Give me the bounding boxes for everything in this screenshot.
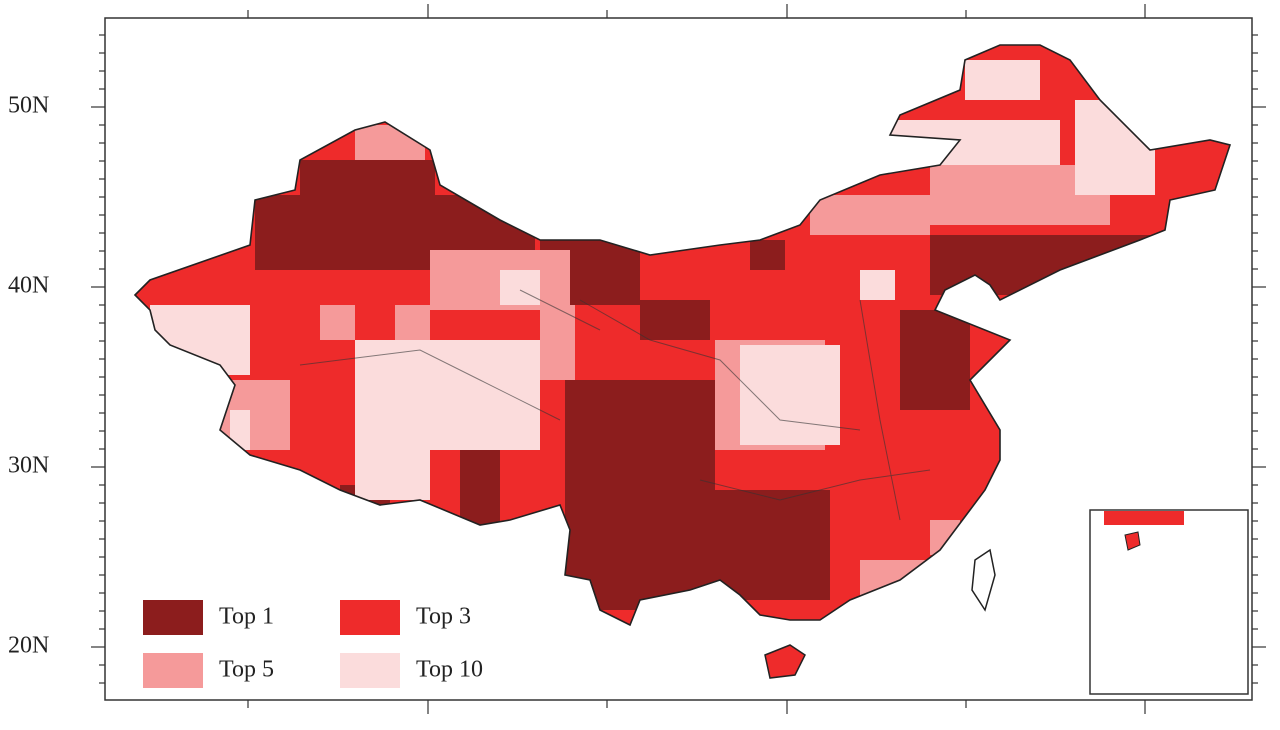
hainan (764, 644, 806, 679)
ticks (91, 4, 1266, 714)
island (971, 548, 996, 612)
cell (750, 240, 785, 270)
cell (430, 340, 540, 450)
legend: Top 1 Top 3 Top 5 Top 10 (143, 600, 483, 688)
island (764, 644, 806, 679)
legend-label: Top 1 (219, 604, 274, 630)
cell (930, 520, 960, 555)
cell (355, 340, 430, 500)
cell (930, 235, 1160, 295)
inset (1104, 511, 1184, 551)
lat-label: 40N (8, 273, 49, 299)
legend-label: Top 3 (416, 604, 471, 630)
legend-swatch (143, 600, 203, 635)
legend-swatch (143, 653, 203, 688)
lat-labels: 50N 40N 30N 20N (8, 93, 49, 659)
lat-label: 30N (8, 453, 49, 479)
cell (965, 60, 1040, 100)
cell (355, 125, 425, 160)
cell (890, 120, 1060, 165)
cell (900, 310, 970, 410)
legend-swatch (340, 600, 400, 635)
grid-cells (135, 45, 1230, 625)
cell (640, 300, 710, 340)
cell (860, 270, 895, 300)
lat-label: 20N (8, 633, 49, 659)
legend-swatch (340, 653, 400, 688)
cell (860, 560, 950, 600)
cell (680, 490, 830, 600)
legend-label: Top 5 (219, 657, 274, 683)
cell (810, 195, 930, 235)
island (1124, 531, 1141, 551)
cell (540, 305, 575, 380)
cell (1104, 511, 1184, 525)
cell (320, 305, 355, 340)
cell (460, 450, 500, 530)
lat-label: 50N (8, 93, 49, 119)
cell (230, 410, 250, 450)
country-outline (133, 44, 1232, 627)
cell (500, 270, 540, 305)
legend-label: Top 10 (416, 657, 483, 683)
cell (740, 345, 840, 445)
province-borders (299, 289, 931, 521)
inset-frame (1089, 509, 1249, 695)
cell (300, 160, 435, 195)
